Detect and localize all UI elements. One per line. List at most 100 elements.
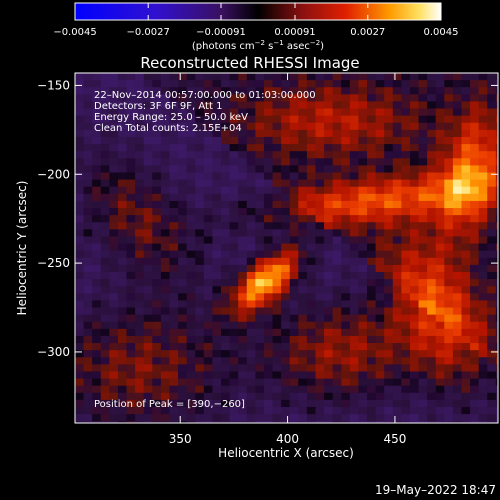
- heatmap-cell: [263, 215, 274, 223]
- heatmap-cell: [109, 257, 119, 266]
- heatmap-cell: [152, 165, 162, 174]
- heatmap-cell: [409, 243, 420, 252]
- heatmap-cell: [75, 94, 85, 103]
- heatmap-cell: [221, 314, 231, 323]
- heatmap-cell: [83, 151, 93, 159]
- heatmap-cell: [324, 122, 334, 131]
- heatmap-cell: [117, 271, 128, 280]
- heatmap-cell: [238, 122, 248, 131]
- heatmap-cell: [315, 378, 325, 387]
- heatmap-cell: [401, 357, 411, 365]
- heatmap-cell: [152, 371, 162, 380]
- heatmap-cell: [246, 407, 256, 415]
- heatmap-cell: [272, 115, 282, 124]
- heatmap-cell: [298, 80, 308, 88]
- heatmap-cell: [169, 73, 179, 81]
- heatmap-cell: [358, 300, 368, 309]
- heatmap-cell: [392, 165, 402, 174]
- heatmap-cell: [195, 193, 205, 202]
- heatmap-cell: [272, 343, 282, 351]
- heatmap-cell: [375, 87, 385, 95]
- heatmap-cell: [444, 144, 454, 152]
- heatmap-cell: [169, 172, 179, 181]
- heatmap-cell: [221, 87, 231, 95]
- heatmap-cell: [212, 193, 222, 202]
- heatmap-cell: [470, 250, 480, 259]
- heatmap-cell: [92, 73, 102, 81]
- heatmap-cell: [126, 314, 136, 323]
- heatmap-cell: [289, 286, 299, 294]
- heatmap-cell: [495, 300, 498, 309]
- heatmap-cell: [435, 115, 445, 124]
- heatmap-cell: [135, 307, 145, 316]
- heatmap-cell: [375, 200, 385, 209]
- heatmap-cell: [409, 399, 420, 408]
- heatmap-cell: [332, 407, 342, 415]
- heatmap-cell: [143, 271, 153, 280]
- heatmap-cell: [289, 80, 299, 88]
- heatmap-cell: [478, 328, 488, 337]
- heatmap-cell: [435, 257, 445, 266]
- heatmap-cell: [418, 222, 428, 230]
- heatmap-cell: [212, 350, 222, 358]
- heatmap-cell: [229, 399, 239, 408]
- heatmap-cell: [126, 193, 136, 202]
- heatmap-cell: [178, 385, 188, 394]
- heatmap-cell: [401, 101, 411, 110]
- heatmap-cell: [83, 293, 93, 302]
- heatmap-cell: [92, 257, 102, 266]
- heatmap-cell: [117, 343, 128, 351]
- heatmap-cell: [186, 179, 196, 188]
- heatmap-cell: [246, 144, 256, 152]
- heatmap-cell: [83, 264, 93, 273]
- heatmap-cell: [221, 186, 231, 195]
- heatmap-cell: [306, 80, 317, 88]
- heatmap-cell: [375, 407, 385, 415]
- heatmap-cell: [487, 87, 497, 95]
- heatmap-cell: [272, 407, 282, 415]
- heatmap-cell: [435, 286, 445, 294]
- heatmap-cell: [117, 407, 128, 415]
- heatmap-cell: [452, 250, 463, 259]
- heatmap-cell: [298, 271, 308, 280]
- heatmap-cell: [461, 73, 471, 81]
- heatmap-cell: [221, 364, 231, 373]
- heatmap-cell: [470, 151, 480, 159]
- heatmap-cell: [203, 243, 214, 252]
- heatmap-cell: [298, 414, 308, 422]
- heatmap-cell: [281, 165, 291, 174]
- heatmap-cell: [229, 136, 239, 145]
- heatmap-cell: [186, 94, 196, 103]
- heatmap-cell: [324, 179, 334, 188]
- heatmap-cell: [229, 307, 239, 316]
- heatmap-cell: [332, 193, 342, 202]
- heatmap-cell: [92, 129, 102, 138]
- heatmap-cell: [384, 264, 394, 273]
- heatmap-cell: [478, 151, 488, 159]
- heatmap-cell: [246, 392, 256, 401]
- heatmap-cell: [263, 200, 274, 209]
- heatmap-cell: [186, 165, 196, 174]
- heatmap-cell: [195, 179, 205, 188]
- heatmap-cell: [349, 208, 360, 216]
- heatmap-cell: [83, 328, 93, 337]
- heatmap-cell: [212, 307, 222, 316]
- heatmap-cell: [186, 421, 196, 423]
- heatmap-cell: [298, 385, 308, 394]
- heatmap-cell: [418, 293, 428, 302]
- heatmap-cell: [178, 371, 188, 380]
- heatmap-cell: [298, 87, 308, 95]
- heatmap-cell: [221, 243, 231, 252]
- heatmap-cell: [221, 392, 231, 401]
- heatmap-cell: [281, 101, 291, 110]
- heatmap-cell: [298, 236, 308, 245]
- heatmap-cell: [203, 257, 214, 266]
- heatmap-cell: [203, 222, 214, 230]
- heatmap-cell: [92, 264, 102, 273]
- heatmap-cell: [229, 229, 239, 238]
- heatmap-cell: [392, 321, 402, 330]
- heatmap-cell: [470, 414, 480, 422]
- heatmap-cell: [341, 321, 351, 330]
- heatmap-cell: [92, 371, 102, 380]
- heatmap-cell: [384, 186, 394, 195]
